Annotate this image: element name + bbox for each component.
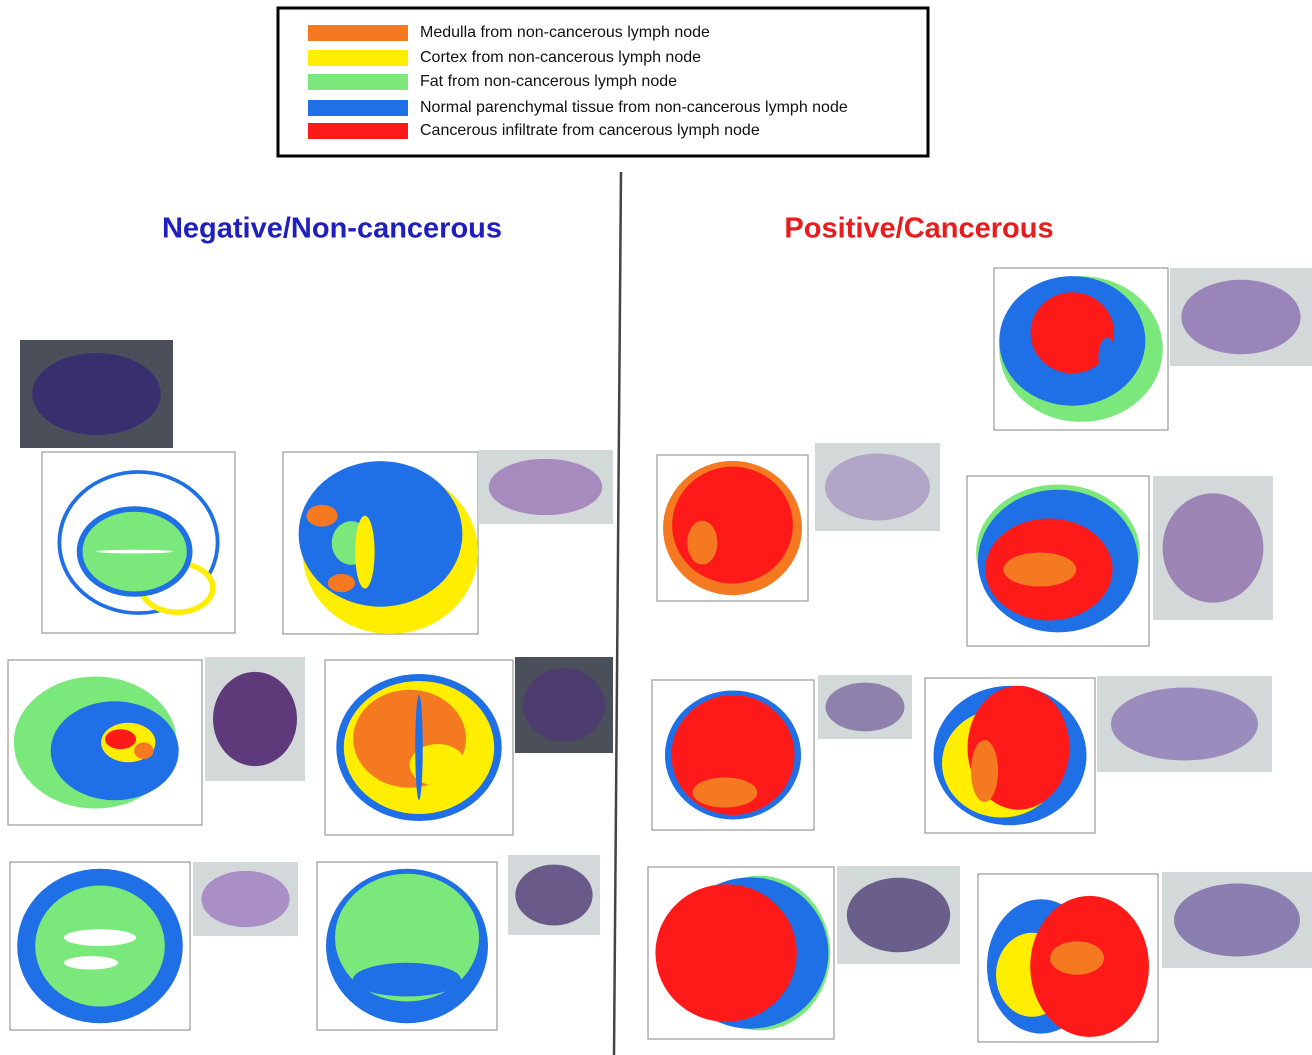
legend-swatch — [308, 74, 408, 90]
tissue-region — [96, 550, 173, 554]
tissue-region — [693, 778, 758, 808]
histology-tissue — [201, 871, 289, 927]
histology-image — [20, 340, 173, 448]
tissue-region — [655, 884, 796, 1022]
classification-map — [283, 452, 478, 634]
tissue-region — [415, 695, 423, 800]
positive-heading: Positive/Cancerous — [784, 213, 1053, 245]
histology-image — [1170, 268, 1312, 366]
tissue-region — [64, 929, 136, 946]
histology-tissue — [825, 454, 930, 521]
histology-tissue — [489, 459, 602, 515]
legend-label: Normal parenchymal tissue from non-cance… — [420, 99, 848, 116]
tissue-region — [299, 461, 463, 607]
tissue-region — [355, 516, 375, 589]
tissue-region — [353, 963, 461, 997]
classification-map — [967, 476, 1149, 646]
histology-image — [193, 862, 298, 936]
classification-map — [657, 455, 808, 601]
legend-label: Cancerous infiltrate from cancerous lymp… — [420, 122, 760, 139]
tissue-region — [1050, 941, 1104, 975]
histology-tissue — [826, 683, 905, 732]
figure: Negative/Non-cancerous Positive/Cancerou… — [0, 0, 1312, 1055]
legend-label: Fat from non-cancerous lymph node — [420, 73, 677, 90]
divider — [614, 172, 621, 1055]
histology-tissue — [1163, 493, 1264, 602]
legend-label: Medulla from non-cancerous lymph node — [420, 24, 710, 41]
histology-tissue — [213, 672, 297, 766]
classification-map — [978, 874, 1158, 1042]
tissue-region — [1098, 338, 1115, 377]
histology-image — [515, 657, 613, 753]
classification-map — [994, 268, 1168, 430]
classification-map — [8, 660, 202, 825]
tissue-region — [971, 740, 998, 802]
classification-map — [925, 678, 1095, 833]
classification-map — [648, 867, 834, 1039]
negative-heading: Negative/Non-cancerous — [162, 213, 502, 245]
histology-tissue — [847, 878, 950, 952]
histology-image — [815, 443, 940, 531]
histology-image — [1153, 476, 1273, 620]
histology-tissue — [1111, 688, 1258, 761]
legend-swatch — [308, 25, 408, 41]
classification-map — [317, 862, 497, 1030]
tissue-region — [687, 521, 717, 565]
classification-map — [325, 660, 513, 835]
tissue-region — [1003, 553, 1076, 587]
tissue-region — [64, 956, 118, 969]
histology-tissue — [523, 669, 605, 742]
histology-image — [1162, 872, 1312, 968]
histology-tissue — [32, 353, 161, 435]
tissue-region — [672, 467, 793, 584]
classification-map — [42, 452, 235, 633]
legend-label: Cortex from non-cancerous lymph node — [420, 49, 701, 66]
tissue-region — [306, 505, 337, 527]
histology-image — [478, 450, 613, 524]
classification-map — [652, 680, 814, 830]
histology-image — [818, 675, 912, 739]
legend-swatch — [308, 100, 408, 116]
histology-image — [1097, 676, 1272, 772]
tissue-region — [328, 574, 355, 592]
tissue-region — [35, 886, 165, 1007]
tissue-region — [134, 743, 153, 760]
legend-swatch — [308, 50, 408, 66]
histology-image — [837, 866, 960, 964]
tissue-region — [105, 729, 136, 749]
classification-map — [10, 862, 190, 1030]
histology-tissue — [1181, 280, 1300, 354]
histology-tissue — [515, 865, 592, 926]
legend-swatch — [308, 123, 408, 139]
histology-image — [205, 657, 305, 781]
histology-tissue — [1174, 884, 1300, 957]
histology-image — [508, 855, 600, 935]
